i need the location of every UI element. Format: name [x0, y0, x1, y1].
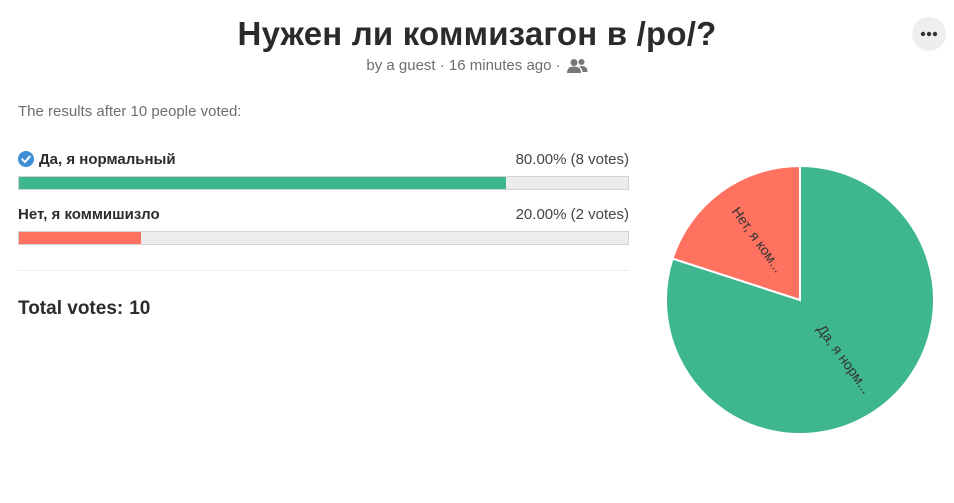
progress-bar-fill — [19, 177, 507, 189]
poll-meta-text: by a guest · 16 minutes ago · — [366, 57, 561, 74]
total-votes: Total votes: 10 — [18, 298, 156, 320]
divider — [18, 270, 629, 271]
poll-header: Нужен ли коммизагон в /po/? by a guest ·… — [0, 12, 954, 74]
total-votes-label: Total votes: — [18, 298, 124, 319]
option-value: 80.00% (8 votes) — [515, 150, 629, 168]
results-caption: The results after 10 people voted: — [18, 103, 242, 120]
progress-bar — [18, 176, 629, 190]
poll-meta: by a guest · 16 minutes ago · — [0, 57, 954, 74]
total-votes-value: 10 — [129, 298, 151, 319]
option-label: Да, я нормальный — [18, 151, 176, 168]
more-options-button[interactable] — [912, 17, 946, 51]
pie-slice-1 — [671, 164, 801, 302]
progress-bar — [18, 231, 629, 245]
progress-bar-fill — [19, 232, 141, 244]
option-label: Нет, я коммишизло — [18, 206, 160, 223]
page-title: Нужен ли коммизагон в /po/? — [237, 15, 717, 52]
option-label-text: Нет, я коммишизло — [18, 205, 160, 223]
option-row-yes: Да, я нормальный 80.00% (8 votes) — [18, 148, 629, 190]
option-row-no: Нет, я коммишизло 20.00% (2 votes) — [18, 203, 629, 245]
option-label-text: Да, я нормальный — [39, 150, 176, 168]
check-circle-icon — [18, 151, 34, 167]
results-pie-chart: Да, я норм...Нет, я ком... — [665, 164, 935, 435]
more-icon — [920, 31, 938, 37]
option-value: 20.00% (2 votes) — [515, 205, 629, 223]
users-icon — [566, 58, 588, 73]
